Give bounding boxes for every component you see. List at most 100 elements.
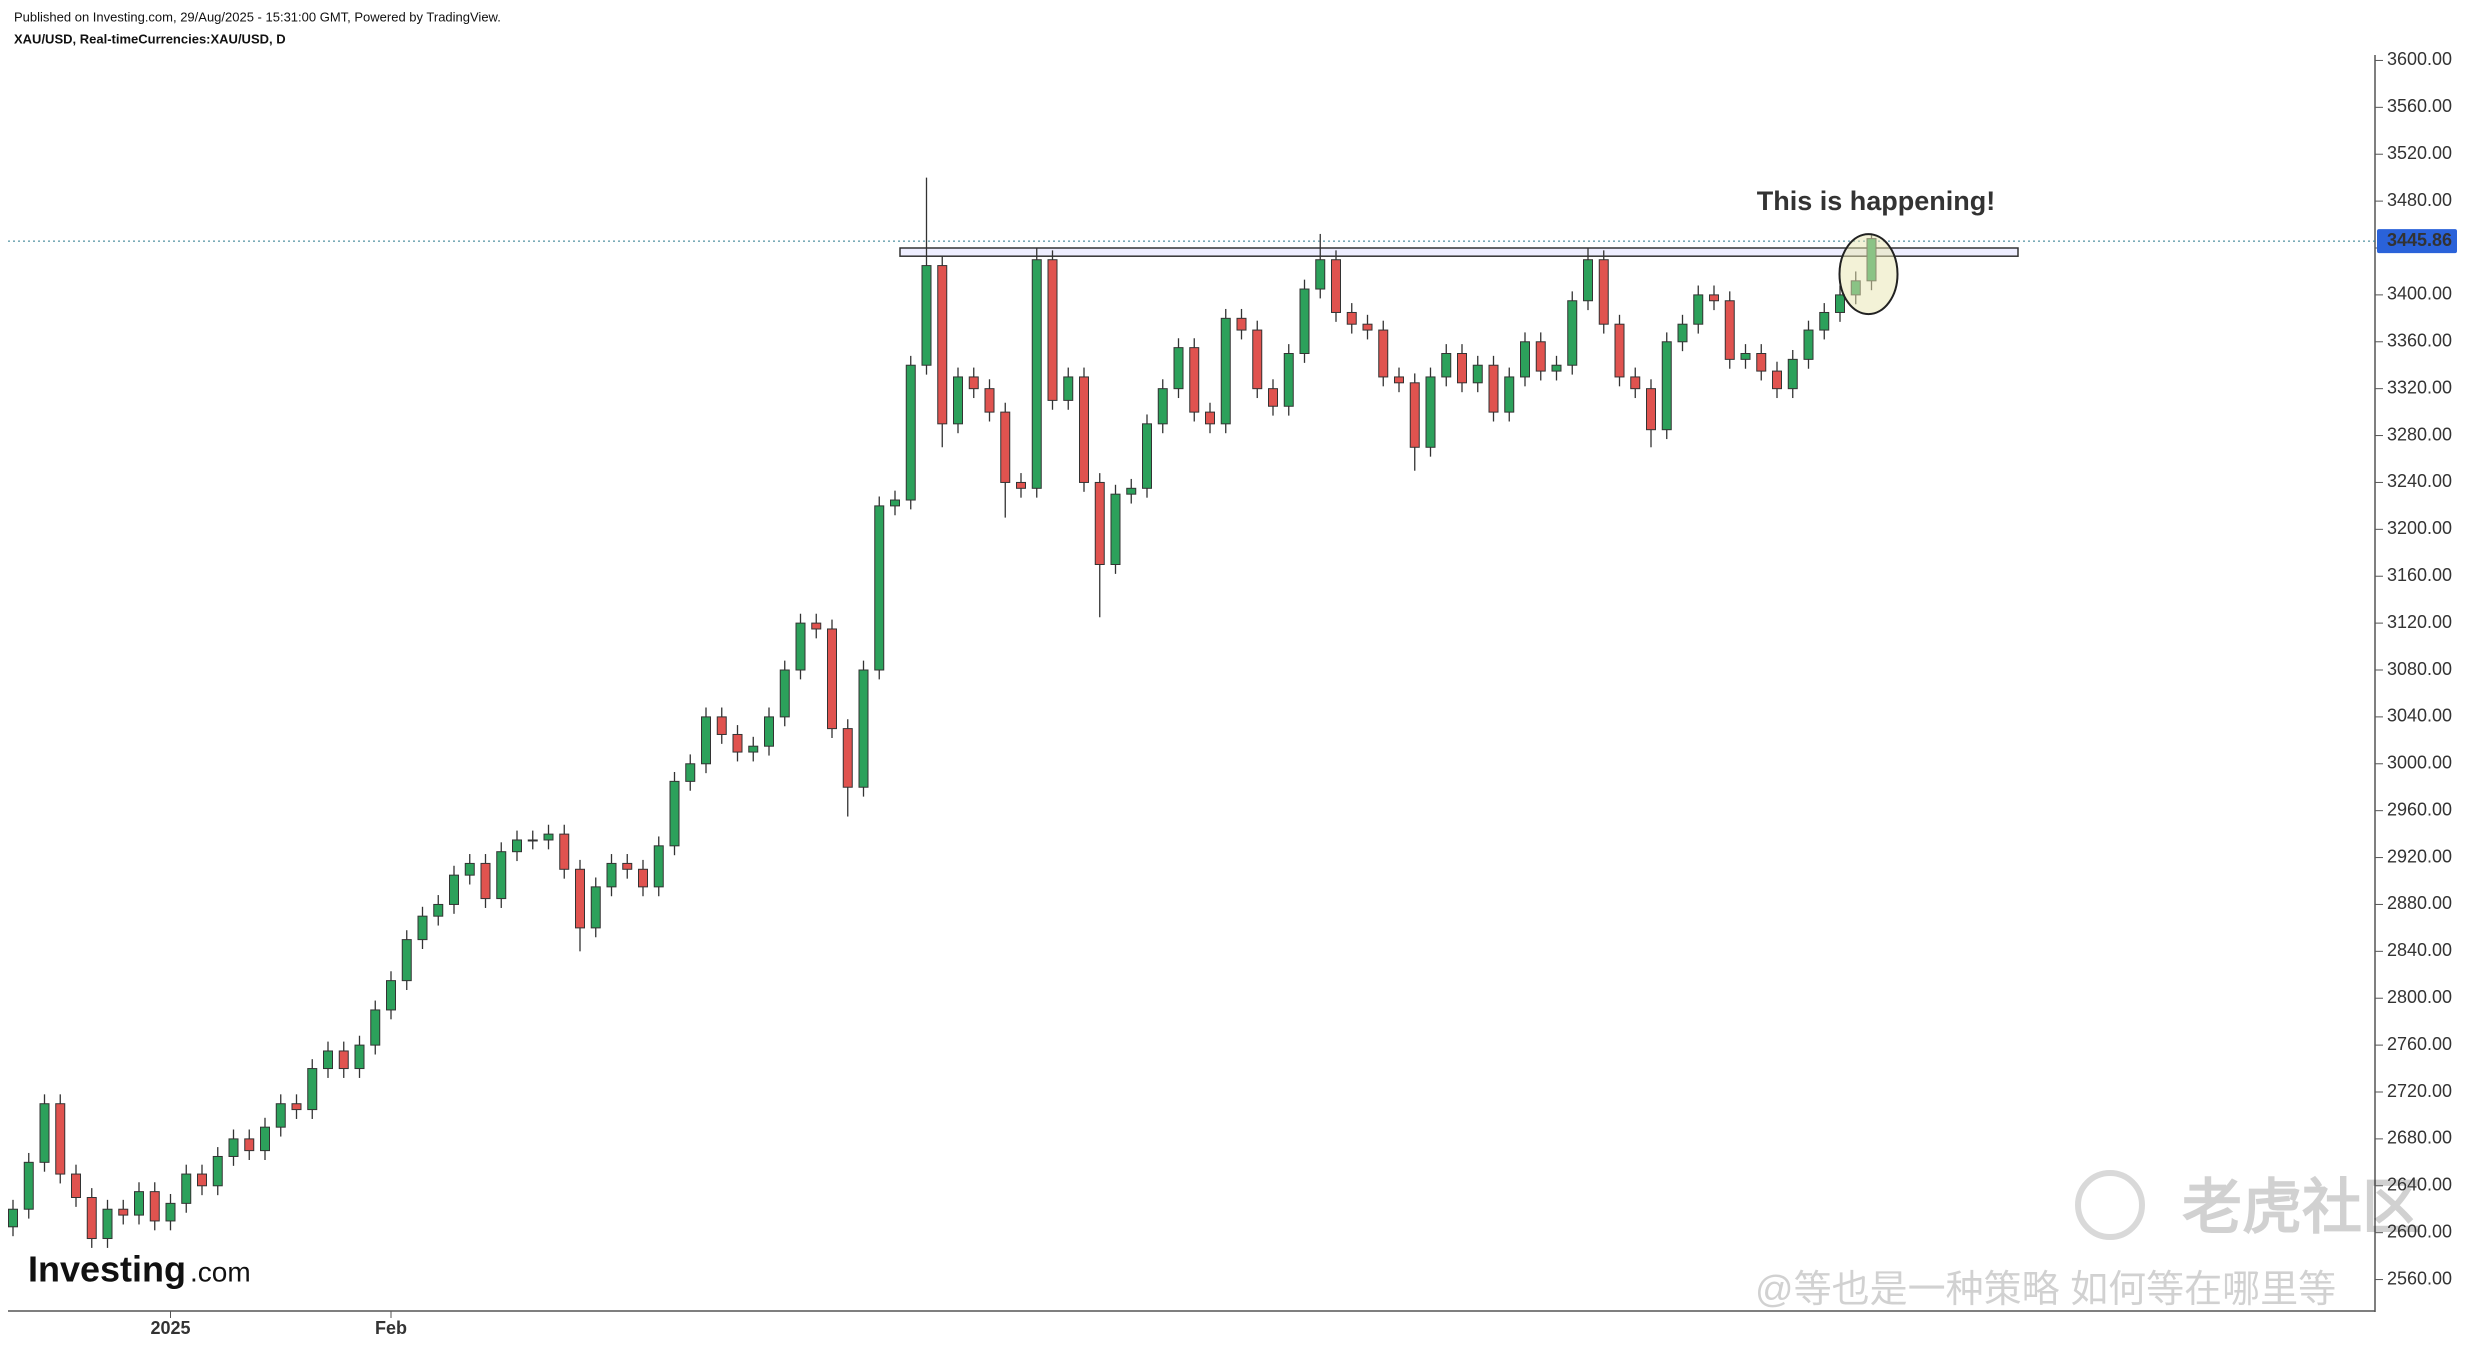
candle-body xyxy=(1157,388,1168,425)
y-tick-label: 3600.00 xyxy=(2387,49,2452,69)
x-tick-label: Feb xyxy=(375,1318,407,1338)
candle-body xyxy=(244,1138,255,1152)
candle-body xyxy=(1535,341,1546,372)
candle-body xyxy=(1031,259,1042,489)
candle-body xyxy=(464,862,475,876)
candle-body xyxy=(433,903,444,917)
candle-body xyxy=(1425,376,1436,448)
y-tick-label: 2560.00 xyxy=(2387,1268,2452,1288)
candle-body xyxy=(827,628,837,730)
candle-body xyxy=(1252,329,1263,390)
candle-body xyxy=(480,862,491,900)
y-tick-label: 2800.00 xyxy=(2387,987,2452,1007)
candle-body xyxy=(764,716,774,747)
candle-body xyxy=(23,1161,34,1210)
y-tick-label: 3160.00 xyxy=(2387,565,2452,585)
candle-body xyxy=(275,1103,286,1128)
candle-body xyxy=(1110,493,1121,565)
candle-body xyxy=(1142,423,1152,489)
candle-body xyxy=(1283,353,1294,407)
candle-body xyxy=(937,265,948,425)
candle-body xyxy=(1551,364,1562,372)
candle-body xyxy=(102,1208,113,1240)
candle-body xyxy=(1315,259,1326,290)
y-tick-label: 2840.00 xyxy=(2387,940,2452,960)
candle-body xyxy=(653,845,664,888)
watermark: 老虎社区 xyxy=(2182,1174,2422,1241)
y-tick-label: 3520.00 xyxy=(2387,143,2452,163)
candle-body xyxy=(1331,259,1341,313)
candle-body xyxy=(1677,323,1688,343)
candle-body xyxy=(748,745,759,753)
y-tick-label: 3480.00 xyxy=(2387,190,2452,210)
title: XAU/USD, Real-timeCurrencies:XAU/USD, D xyxy=(14,31,286,46)
candle-body xyxy=(1661,341,1672,431)
candle-body xyxy=(1614,323,1625,378)
candle-body xyxy=(1772,370,1782,390)
candle-body xyxy=(1520,341,1530,378)
candle-body xyxy=(1457,353,1467,384)
y-tick-label: 3240.00 xyxy=(2387,471,2452,491)
x-tick-label: 2025 xyxy=(150,1318,190,1338)
y-tick-label: 3120.00 xyxy=(2387,612,2452,632)
candle-body xyxy=(779,669,790,718)
candle-body xyxy=(1346,311,1357,325)
candle-body xyxy=(1189,347,1200,413)
candle-body xyxy=(953,376,963,425)
y-tick-label: 3040.00 xyxy=(2387,706,2452,726)
y-tick-label: 3200.00 xyxy=(2387,518,2452,538)
candle-body xyxy=(197,1173,207,1187)
candle-body xyxy=(1646,388,1656,431)
candle-body xyxy=(921,265,932,366)
candle-body xyxy=(1756,353,1767,372)
candle-body xyxy=(543,833,554,841)
candle-body xyxy=(449,874,459,905)
y-tick-label: 2880.00 xyxy=(2387,893,2452,913)
candle-body xyxy=(811,622,822,630)
candle-body xyxy=(8,1208,18,1228)
candle-body xyxy=(1803,329,1814,360)
candle-body xyxy=(1724,300,1735,360)
candle-body xyxy=(181,1173,192,1204)
annotation: This is happening! xyxy=(1757,186,1996,216)
candle-body xyxy=(307,1068,318,1111)
candle-body xyxy=(291,1103,302,1111)
candle-body xyxy=(149,1191,160,1222)
y-tick-label: 2680.00 xyxy=(2387,1128,2452,1148)
y-tick-label: 3000.00 xyxy=(2387,753,2452,773)
candle-body xyxy=(1094,481,1105,566)
candle-body xyxy=(1126,487,1137,495)
watermark: @等也是一种策略 如何等在哪里等 xyxy=(1755,1269,2336,1311)
candle-body xyxy=(323,1050,333,1070)
candle-body xyxy=(890,499,900,507)
y-tick-label: 2760.00 xyxy=(2387,1034,2452,1054)
candle-body xyxy=(165,1202,176,1222)
candle-body xyxy=(1787,358,1798,390)
candle-body xyxy=(732,733,743,753)
candle-body xyxy=(417,915,428,941)
candle-body xyxy=(1488,364,1499,413)
candle-body xyxy=(55,1103,66,1175)
candle-body xyxy=(968,376,979,390)
candle-body xyxy=(701,716,711,765)
candle-body xyxy=(575,868,585,929)
candle-body xyxy=(1472,364,1483,384)
candle-body xyxy=(984,388,995,413)
candle-body xyxy=(1630,376,1641,390)
y-tick-label: 3320.00 xyxy=(2387,377,2452,397)
y-tick-label: 2600.00 xyxy=(2387,1221,2452,1241)
candle-body xyxy=(1441,353,1452,378)
resistance-zone xyxy=(899,247,2019,257)
candle-body xyxy=(1583,259,1593,302)
candle-body xyxy=(1409,382,1420,448)
candle-body xyxy=(622,862,633,870)
candle-body xyxy=(512,839,522,853)
candle-body xyxy=(134,1191,144,1216)
candle-body xyxy=(1000,411,1011,483)
candle-body xyxy=(1819,311,1830,331)
candle-body xyxy=(228,1138,239,1157)
last-price-box xyxy=(2377,229,2457,254)
candle-body xyxy=(212,1155,223,1187)
y-tick-label: 3080.00 xyxy=(2387,659,2452,679)
